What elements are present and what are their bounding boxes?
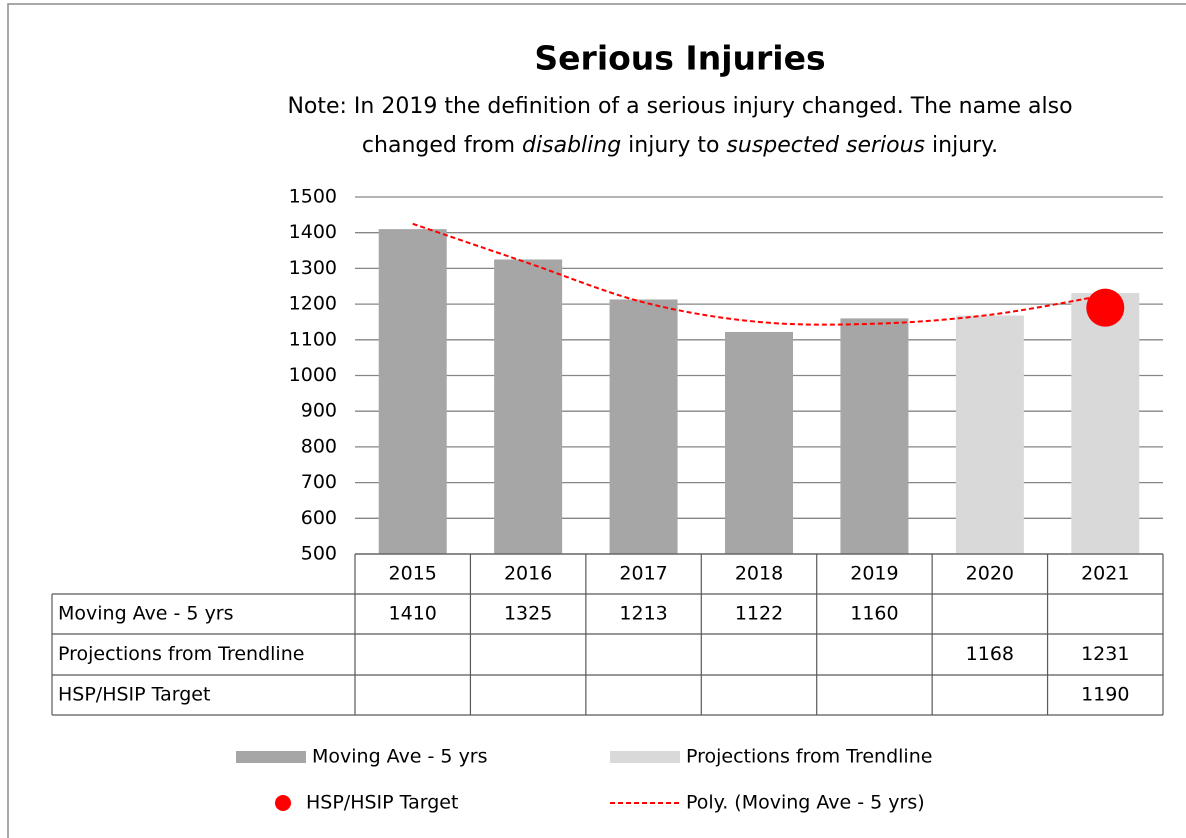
subtitle-part: changed from <box>362 133 522 158</box>
legend-swatch <box>610 751 680 763</box>
y-tick-label: 1000 <box>289 364 337 386</box>
table-cell: 1213 <box>619 603 667 625</box>
y-tick-label: 500 <box>301 543 337 565</box>
x-tick-label: 2016 <box>504 563 552 585</box>
x-tick-label: 2020 <box>966 563 1014 585</box>
bar <box>840 318 909 554</box>
table-row-header: Projections from Trendline <box>58 643 304 665</box>
legend-label: Moving Ave - 5 yrs <box>312 746 488 768</box>
bar <box>955 315 1024 554</box>
table-cell: 1410 <box>389 603 437 625</box>
subtitle: Note: In 2019 the definition of a seriou… <box>287 94 1072 119</box>
y-tick-label: 800 <box>301 435 337 457</box>
table-cell: 1190 <box>1081 684 1129 706</box>
target-marker <box>1086 288 1125 327</box>
chart-title: Serious Injuries <box>534 39 825 78</box>
y-tick-label: 600 <box>301 507 337 529</box>
legend-swatch <box>275 795 291 811</box>
y-tick-label: 1200 <box>289 293 337 315</box>
subtitle-part: injury to <box>621 133 726 158</box>
table-cell: 1231 <box>1081 643 1129 665</box>
y-tick-label: 1100 <box>289 328 337 350</box>
x-tick-label: 2018 <box>735 563 783 585</box>
trend-line <box>412 222 1106 326</box>
bar <box>378 229 447 554</box>
legend-label: Poly. (Moving Ave - 5 yrs) <box>686 792 925 814</box>
legend-swatch <box>236 751 306 763</box>
subtitle: changed from disabling injury to suspect… <box>362 133 998 158</box>
table-row-header: Moving Ave - 5 yrs <box>58 603 234 625</box>
x-tick-label: 2015 <box>389 563 437 585</box>
table-cell: 1160 <box>850 603 898 625</box>
x-tick-label: 2017 <box>619 563 667 585</box>
subtitle-part: disabling <box>522 133 621 158</box>
bar <box>609 299 678 554</box>
bar <box>1071 293 1140 554</box>
bar <box>494 259 563 554</box>
subtitle-part: injury. <box>925 133 998 158</box>
y-tick-label: 1500 <box>289 186 337 208</box>
x-tick-label: 2019 <box>850 563 898 585</box>
legend-label: HSP/HSIP Target <box>306 792 458 814</box>
table-cell: 1168 <box>966 643 1014 665</box>
bar <box>725 331 793 554</box>
table-row-header: HSP/HSIP Target <box>58 684 210 706</box>
y-tick-label: 1400 <box>289 221 337 243</box>
table-cell: 1325 <box>504 603 552 625</box>
table-cell: 1122 <box>735 603 783 625</box>
legend-label: Projections from Trendline <box>686 746 932 768</box>
y-tick-label: 900 <box>301 400 337 422</box>
y-tick-label: 1300 <box>289 257 337 279</box>
y-tick-label: 700 <box>301 471 337 493</box>
subtitle-part: suspected serious <box>726 133 925 158</box>
x-tick-label: 2021 <box>1081 563 1129 585</box>
subtitle-part: Note: In 2019 the definition of a seriou… <box>287 94 1072 119</box>
